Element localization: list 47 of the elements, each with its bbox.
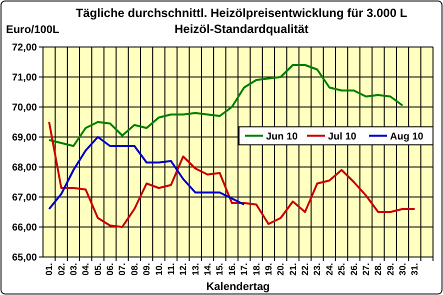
x-tick-label: 21. [288, 263, 298, 276]
y-tick-label: 69,00 [12, 132, 38, 144]
x-axis-title: Kalendertag [206, 281, 270, 293]
x-tick-label: 11. [166, 263, 176, 276]
x-tick-label: 07. [117, 263, 128, 276]
y-tick-label: 70,00 [12, 102, 38, 114]
x-tick-label: 24. [324, 263, 334, 276]
x-tick-label: 27. [360, 263, 371, 276]
x-tick-label: 12. [178, 263, 188, 276]
x-tick-label: 23. [312, 263, 322, 276]
y-tick-label: 67,00 [12, 192, 38, 204]
legend-label: Jul 10 [328, 131, 357, 142]
legend-label: Aug 10 [390, 131, 424, 142]
x-tick-label: 22. [300, 263, 310, 276]
x-tick-label: 14. [202, 263, 213, 276]
x-tick-label: 20. [276, 263, 286, 276]
chart-title: Tägliche durchschnittl. Heizölpreisentwicklung für 3.000 L [76, 6, 408, 20]
x-tick-label: 25. [336, 263, 347, 276]
x-tick-label: 08. [129, 263, 140, 276]
x-tick-label: 01. [44, 263, 54, 276]
x-tick-label: 19. [263, 263, 274, 276]
chart-subtitle: Heizöl-Standardqualität [174, 22, 309, 36]
x-tick-label: 15. [214, 263, 225, 276]
legend-label: Jun 10 [266, 131, 298, 142]
x-tick-label: 06. [105, 263, 116, 276]
y-tick-label: 71,00 [12, 72, 38, 84]
x-tick-label: 05. [92, 263, 103, 276]
x-tick-label: 28. [373, 263, 384, 276]
x-tick-label: 29. [385, 263, 396, 276]
x-tick-label: 02. [56, 263, 66, 276]
x-tick-label: 03. [68, 263, 78, 276]
line-series [48, 136, 246, 210]
x-tick-label: 31. [410, 263, 420, 276]
x-tick-label: 10. [154, 263, 164, 276]
y-tick-label: 68,00 [12, 162, 38, 174]
y-tick-label: 65,00 [12, 252, 38, 264]
y-tick-label: 72,00 [12, 42, 38, 54]
y-axis-title: Euro/100L [6, 24, 60, 36]
x-tick-label: 13. [190, 263, 200, 276]
x-tick-label: 09. [142, 263, 152, 276]
x-tick-label: 30. [398, 263, 408, 276]
x-tick-label: 18. [251, 263, 262, 276]
x-tick-label: 16. [226, 263, 237, 276]
y-tick-label: 66,00 [12, 222, 38, 234]
x-tick-label: 04. [80, 263, 91, 276]
x-tick-label: 26. [348, 263, 359, 276]
x-tick-label: 17. [239, 263, 250, 276]
